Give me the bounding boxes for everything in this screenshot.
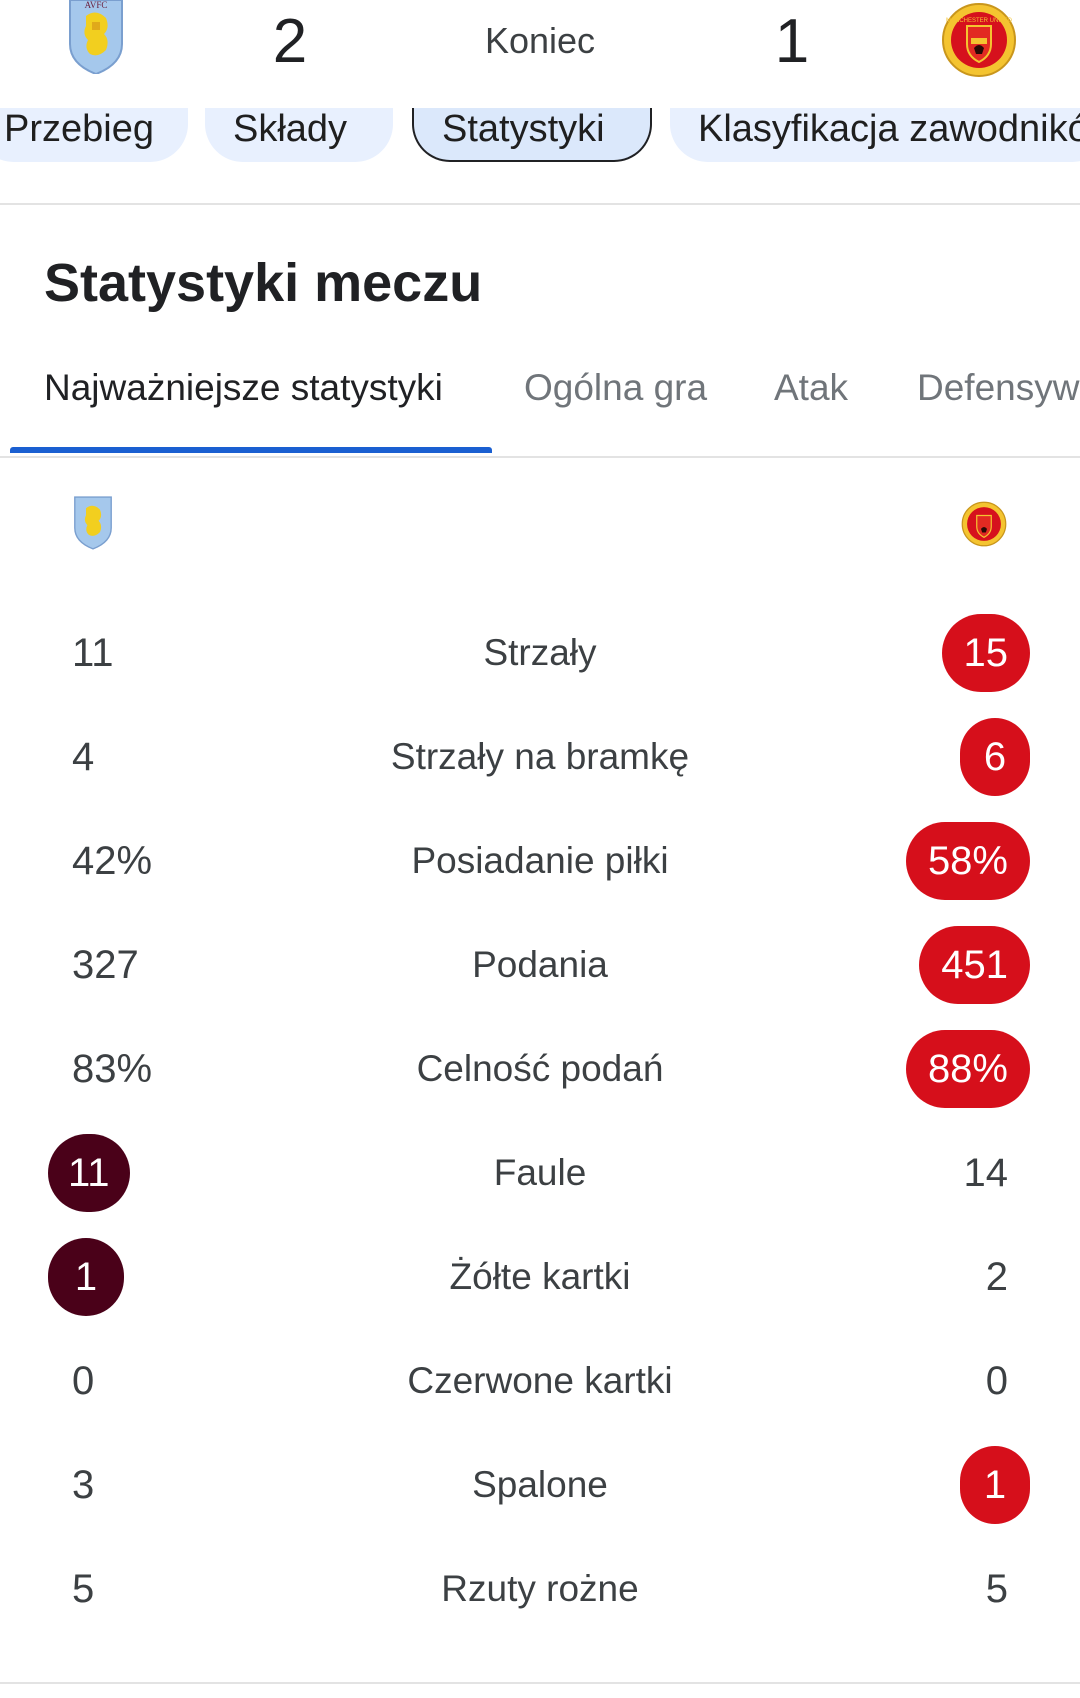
home-score: 2	[272, 7, 308, 76]
aston-villa-crest-icon	[74, 496, 112, 550]
stat-row: 11 Faule 14	[0, 1118, 1080, 1222]
stat-label: Strzały na bramkę	[390, 736, 690, 777]
stat-away-value: 14	[963, 1151, 1009, 1195]
subtab-defense[interactable]: Defensywa	[917, 367, 1080, 408]
stat-row: 83% Celność podań 88%	[0, 1014, 1080, 1118]
stat-label: Faule	[493, 1152, 587, 1193]
subtab-attack[interactable]: Atak	[774, 367, 849, 408]
scoreboard: AVFC 2 Koniec 1 MANCHESTER UNITED	[0, 0, 1080, 110]
stat-row: 3 Spalone 1	[0, 1430, 1080, 1534]
section-title: Statystyki meczu	[44, 253, 483, 313]
stat-home-value: 83%	[72, 1047, 153, 1091]
stat-home-value: 5	[72, 1567, 95, 1611]
stat-label: Czerwone kartki	[407, 1360, 673, 1401]
stat-away-value: 88%	[905, 1030, 1030, 1108]
stat-label: Strzały	[483, 632, 597, 673]
chip-sklady[interactable]: Składy	[205, 108, 393, 162]
stat-home-value: 3	[72, 1463, 95, 1507]
away-score: 1	[774, 7, 810, 76]
stat-label: Żółte kartki	[449, 1256, 631, 1297]
divider	[0, 203, 1080, 205]
stat-home-value: 4	[72, 735, 95, 779]
stat-away-value: 0	[985, 1359, 1008, 1403]
stat-label: Posiadanie piłki	[411, 840, 669, 881]
match-status: Koniec	[484, 20, 596, 61]
chip-przebieg[interactable]: Przebieg	[0, 108, 188, 162]
divider	[0, 456, 1080, 458]
stat-row: 1 Żółte kartki 2	[0, 1222, 1080, 1326]
chip-klasyfikacja[interactable]: Klasyfikacja zawodników	[670, 108, 1080, 162]
stat-home-value: 42%	[72, 839, 153, 883]
aston-villa-crest-icon[interactable]: AVFC	[66, 0, 126, 74]
stat-away-value: 5	[985, 1567, 1008, 1611]
stat-label: Spalone	[472, 1464, 608, 1505]
stat-row: 327 Podania 451	[0, 910, 1080, 1014]
manchester-united-crest-icon	[961, 501, 1007, 547]
chip-statystyki[interactable]: Statystyki	[412, 108, 652, 162]
stat-home-value: 327	[72, 943, 139, 987]
stat-row: 5 Rzuty rożne 5	[0, 1534, 1080, 1638]
stat-label: Rzuty rożne	[441, 1568, 639, 1609]
subtab-key-stats[interactable]: Najważniejsze statystyki	[44, 367, 443, 408]
stat-home-value: 11	[48, 1134, 130, 1212]
stat-away-value: 58%	[905, 822, 1030, 900]
manchester-united-crest-icon[interactable]: MANCHESTER UNITED	[936, 2, 1022, 78]
stat-row: 4 Strzały na bramkę 6	[0, 702, 1080, 806]
crest-text: MANCHESTER UNITED	[946, 18, 1013, 24]
stat-away-value: 6	[960, 718, 1030, 796]
stat-home-value: 1	[48, 1238, 124, 1316]
stat-home-value: 11	[72, 631, 114, 675]
stat-label: Podania	[472, 944, 608, 985]
stat-away-value: 2	[985, 1255, 1008, 1299]
stat-away-value: 451	[919, 926, 1030, 1004]
stat-away-value: 1	[960, 1446, 1030, 1524]
divider	[0, 1682, 1080, 1684]
match-section-chips: Przebieg Składy Statystyki Klasyfikacja …	[0, 108, 1080, 178]
stat-row: 0 Czerwone kartki 0	[0, 1326, 1080, 1430]
crest-text: AVFC	[85, 0, 108, 10]
stat-away-value: 15	[941, 614, 1030, 692]
stat-label: Celność podań	[416, 1048, 664, 1089]
stats-subtabs: Najważniejsze statystyki Ogólna gra Atak…	[0, 355, 1080, 459]
subtab-general-play[interactable]: Ogólna gra	[524, 367, 708, 408]
active-tab-indicator	[10, 447, 492, 453]
stat-home-value: 0	[72, 1359, 95, 1403]
stat-row: 42% Posiadanie piłki 58%	[0, 806, 1080, 910]
stat-row: 11 Strzały 15	[0, 598, 1080, 702]
